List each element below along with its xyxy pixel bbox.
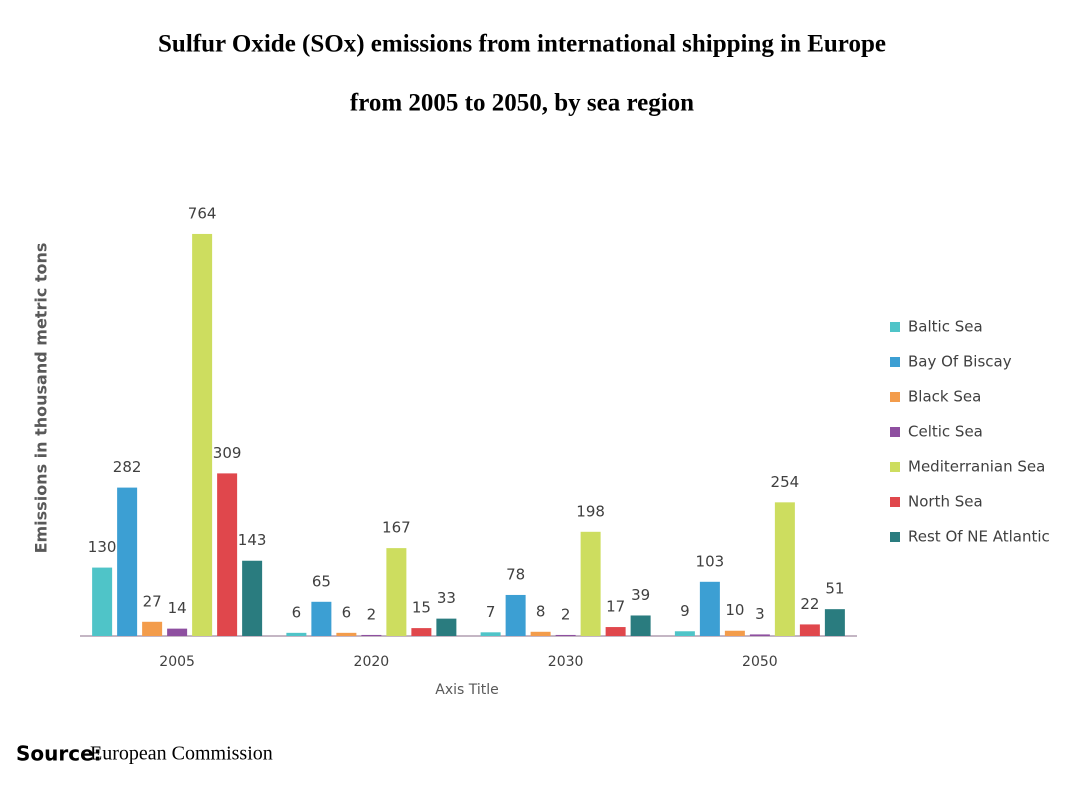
- bar: [674, 631, 695, 636]
- value-label: 130: [88, 538, 117, 556]
- value-label: 167: [382, 519, 411, 537]
- bar: [167, 628, 188, 636]
- bar: [242, 560, 263, 636]
- legend-label: North Sea: [908, 493, 983, 511]
- bar: [580, 531, 601, 636]
- value-label: 143: [238, 531, 267, 549]
- bar: [699, 581, 720, 636]
- value-label: 15: [412, 599, 431, 617]
- value-label: 65: [312, 572, 331, 590]
- bar: [799, 624, 820, 636]
- legend-swatch: [890, 462, 900, 472]
- value-label: 17: [606, 598, 625, 616]
- value-label: 51: [825, 580, 844, 598]
- value-label: 309: [213, 444, 242, 462]
- x-tick-label: 2020: [354, 654, 390, 670]
- value-label: 2: [561, 605, 571, 623]
- bar: [530, 631, 551, 636]
- value-label: 198: [576, 502, 605, 520]
- value-label: 27: [143, 592, 162, 610]
- bar: [142, 621, 163, 636]
- value-label: 14: [168, 599, 187, 617]
- value-label: 7: [486, 603, 496, 621]
- bar: [386, 548, 407, 636]
- value-label: 39: [631, 586, 650, 604]
- bar: [749, 634, 770, 636]
- bar: [361, 634, 382, 636]
- legend-label: Mediterranian Sea: [908, 458, 1045, 476]
- y-axis-title: Emissions in thousand metric tons: [32, 243, 51, 554]
- bar: [336, 632, 357, 636]
- value-label: 8: [536, 602, 546, 620]
- bar: [824, 609, 845, 636]
- source-text: European Commission: [90, 743, 273, 765]
- value-label: 9: [680, 602, 690, 620]
- value-label: 78: [506, 565, 525, 583]
- bar: [192, 233, 213, 636]
- x-tick-label: 2005: [159, 654, 195, 670]
- value-label: 254: [771, 473, 800, 491]
- bar: [92, 567, 113, 636]
- source-label: Source:: [16, 742, 102, 766]
- x-tick-label: 2030: [548, 654, 584, 670]
- value-label: 764: [188, 204, 217, 222]
- bar: [411, 628, 432, 636]
- bar: [555, 634, 576, 636]
- value-label: 22: [800, 595, 819, 613]
- value-label: 6: [342, 603, 352, 621]
- value-label: 33: [437, 589, 456, 607]
- legend-label: Bay Of Biscay: [908, 353, 1012, 371]
- bar: [217, 473, 238, 636]
- bar: [480, 632, 501, 636]
- legend-label: Rest Of NE Atlantic: [908, 528, 1050, 546]
- x-tick-label: 2050: [742, 654, 778, 670]
- legend-swatch: [890, 532, 900, 542]
- bar: [436, 618, 457, 636]
- legend-swatch: [890, 392, 900, 402]
- legend-label: Celtic Sea: [908, 423, 983, 441]
- chart-subtitle: from 2005 to 2050, by sea region: [350, 90, 694, 117]
- legend-label: Black Sea: [908, 388, 981, 406]
- chart-title: Sulfur Oxide (SOx) emissions from intern…: [158, 31, 886, 58]
- legend-swatch: [890, 427, 900, 437]
- bar: [605, 627, 626, 636]
- x-axis-title: Axis Title: [435, 682, 499, 698]
- bar: [630, 615, 651, 636]
- value-label: 3: [755, 605, 765, 623]
- legend-label: Baltic Sea: [908, 318, 983, 336]
- value-label: 2: [367, 605, 377, 623]
- bar: [117, 487, 138, 636]
- bar: [774, 502, 795, 636]
- legend-swatch: [890, 357, 900, 367]
- value-label: 10: [725, 601, 744, 619]
- bar: [286, 632, 307, 636]
- value-label: 103: [696, 552, 725, 570]
- value-label: 282: [113, 458, 142, 476]
- bar: [505, 594, 526, 636]
- legend-swatch: [890, 497, 900, 507]
- legend-swatch: [890, 322, 900, 332]
- bar: [724, 630, 745, 636]
- value-label: 6: [292, 603, 302, 621]
- bar: [311, 601, 332, 636]
